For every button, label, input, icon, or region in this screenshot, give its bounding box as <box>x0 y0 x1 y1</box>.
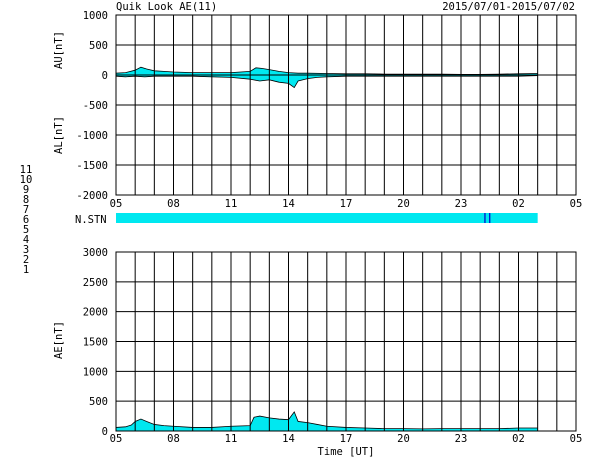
y-tick-label: -500 <box>83 100 108 112</box>
figure-title: Quik Look AE(11) <box>116 1 217 13</box>
ae-y-ticks: 3000 2500 2000 1500 1000 500 0 <box>83 247 108 438</box>
ae-x-ticks: 05 08 11 14 17 20 23 02 05 <box>110 433 583 445</box>
au-axis-label: AU[nT] <box>53 31 65 69</box>
x-tick-label: 20 <box>397 198 410 210</box>
x-tick-label: 05 <box>110 433 123 445</box>
station-count-strip: N.STN <box>75 213 538 226</box>
y-tick-label: -1500 <box>76 160 108 172</box>
x-tick-label: 23 <box>455 198 468 210</box>
ae-series-line <box>115 411 538 430</box>
x-tick-label: 08 <box>167 198 180 210</box>
ae-axis-label: AE[nT] <box>53 321 65 359</box>
x-tick-label: 11 <box>225 198 238 210</box>
au-al-grid <box>116 15 576 195</box>
y-tick-label: 1500 <box>83 337 108 349</box>
x-tick-label: 14 <box>282 198 295 210</box>
legend-label-5: 5 <box>23 224 29 236</box>
y-tick-label: -2000 <box>76 190 108 202</box>
y-tick-label: -1000 <box>76 130 108 142</box>
y-tick-label: 500 <box>89 40 108 52</box>
legend-label-1: 1 <box>23 264 29 276</box>
legend-label-11: 11 <box>20 164 33 176</box>
legend-label-4: 4 <box>23 234 29 246</box>
x-tick-label: 11 <box>225 433 238 445</box>
y-tick-label: 1000 <box>83 10 108 22</box>
station-band <box>116 213 538 223</box>
y-tick-label: 2500 <box>83 277 108 289</box>
x-tick-label: 02 <box>512 433 525 445</box>
x-tick-label: 14 <box>282 433 295 445</box>
legend-label-8: 8 <box>23 194 29 206</box>
au-al-y-ticks: 1000 500 0 -500 -1000 -1500 -2000 <box>76 10 108 202</box>
legend-label-3: 3 <box>23 244 29 256</box>
x-tick-label: 05 <box>570 433 583 445</box>
y-tick-label: 1000 <box>83 366 108 378</box>
station-count-bar <box>116 213 538 223</box>
ae-frame <box>115 251 577 432</box>
legend-label-7: 7 <box>23 204 29 216</box>
x-tick-label: 02 <box>512 198 525 210</box>
y-tick-label: 500 <box>89 396 108 408</box>
x-tick-label: 05 <box>110 198 123 210</box>
y-tick-label: 0 <box>102 70 108 82</box>
legend-label-9: 9 <box>23 184 29 196</box>
au-al-x-ticks: 05 08 11 14 17 20 23 02 05 <box>110 198 583 210</box>
au-al-panel: 1000 500 0 -500 -1000 -1500 -2000 05 08 11 14 17 20… <box>53 10 582 210</box>
y-tick-label: 2000 <box>83 307 108 319</box>
y-tick-label: 0 <box>102 426 108 438</box>
x-tick-label: 17 <box>340 433 353 445</box>
stn-label: N.STN <box>75 214 107 226</box>
au-al-frame <box>115 14 577 196</box>
x-axis-label: Time [UT] <box>318 446 375 458</box>
legend-label-10: 10 <box>20 174 33 186</box>
x-tick-label: 20 <box>397 433 410 445</box>
x-tick-label: 05 <box>570 198 583 210</box>
ae-grid <box>116 252 576 431</box>
legend-label-2: 2 <box>23 254 29 266</box>
x-tick-label: 23 <box>455 433 468 445</box>
date-range: 2015/07/01-2015/07/02 <box>442 1 575 13</box>
al-axis-label: AL[nT] <box>53 116 65 154</box>
legend-label-6: 6 <box>23 214 29 226</box>
x-tick-label: 17 <box>340 198 353 210</box>
al-series-line <box>115 75 538 89</box>
y-tick-label: 3000 <box>83 247 108 259</box>
x-tick-label: 08 <box>167 433 180 445</box>
